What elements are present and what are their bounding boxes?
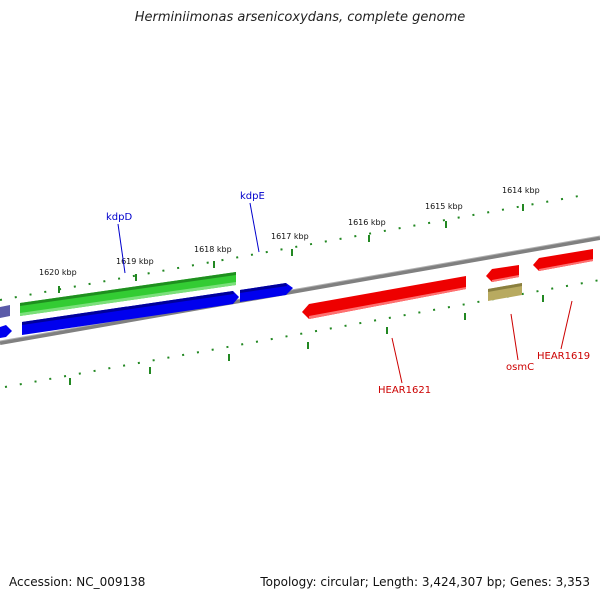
gene-feature-purple[interactable] (0, 305, 10, 318)
gene-HEAR1620[interactable] (486, 265, 519, 282)
gene-label-osmC: osmC (506, 362, 534, 373)
gene-kdpE[interactable] (240, 283, 293, 302)
gene-kdpD-green[interactable] (20, 272, 236, 316)
scale-label: 1618 kbp (194, 245, 232, 254)
gene-label-HEAR1621: HEAR1621 (378, 385, 431, 396)
label-leader-kdpD (117, 223, 126, 274)
scale-label: 1615 kbp (425, 202, 463, 211)
scale-label: 1614 kbp (502, 186, 540, 195)
label-leader-HEAR1619 (560, 300, 573, 350)
scale-label: 1616 kbp (348, 218, 386, 227)
upper-scale-track (0, 193, 591, 301)
accession-text: Accession: NC_009138 (9, 575, 146, 589)
gene-label-kdpE: kdpE (240, 191, 265, 202)
gene-label-HEAR1619: HEAR1619 (537, 351, 590, 362)
scale-label: 1617 kbp (271, 232, 309, 241)
label-leader-kdpE (249, 202, 260, 253)
map-title: Herminiimonas arsenicoxydans, complete g… (134, 10, 466, 25)
gene-osmC[interactable] (488, 283, 522, 301)
label-leader-osmC (510, 313, 519, 361)
gene-HEAR1619[interactable] (533, 249, 593, 271)
scale-label: 1619 kbp (116, 257, 154, 266)
genome-backbone (0, 236, 600, 345)
scale-label: 1620 kbp (39, 268, 77, 277)
gene-feature-blue-partial[interactable] (0, 325, 12, 338)
genome-summary-text: Topology: circular; Length: 3,424,307 bp… (260, 575, 590, 589)
label-leader-HEAR1621 (391, 337, 403, 384)
gene-label-kdpD: kdpD (106, 212, 132, 223)
gene-HEAR1621[interactable] (302, 276, 466, 319)
lower-scale-track (4, 279, 600, 388)
gene-kdpD[interactable] (22, 291, 239, 335)
